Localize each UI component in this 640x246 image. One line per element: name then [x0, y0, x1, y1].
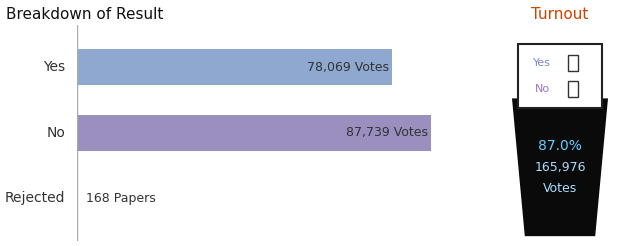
Text: 78,069 Votes: 78,069 Votes — [307, 61, 388, 74]
Text: No: No — [535, 84, 550, 94]
Text: Breakdown of Result: Breakdown of Result — [6, 7, 164, 22]
Text: Turnout: Turnout — [531, 7, 589, 22]
Text: 165,976: 165,976 — [534, 161, 586, 174]
Text: 168 Papers: 168 Papers — [86, 192, 156, 205]
Polygon shape — [512, 98, 608, 236]
FancyBboxPatch shape — [568, 55, 579, 71]
Text: No: No — [47, 126, 65, 140]
Text: Rejected: Rejected — [4, 191, 65, 205]
Text: 87.0%: 87.0% — [538, 139, 582, 153]
Text: Yes: Yes — [532, 59, 550, 68]
Text: Votes: Votes — [543, 182, 577, 195]
Bar — [77, 115, 431, 151]
FancyBboxPatch shape — [518, 44, 602, 108]
FancyBboxPatch shape — [568, 81, 579, 97]
Bar — [77, 49, 392, 85]
Text: 87,739 Votes: 87,739 Votes — [346, 126, 428, 139]
Text: Yes: Yes — [43, 60, 65, 74]
